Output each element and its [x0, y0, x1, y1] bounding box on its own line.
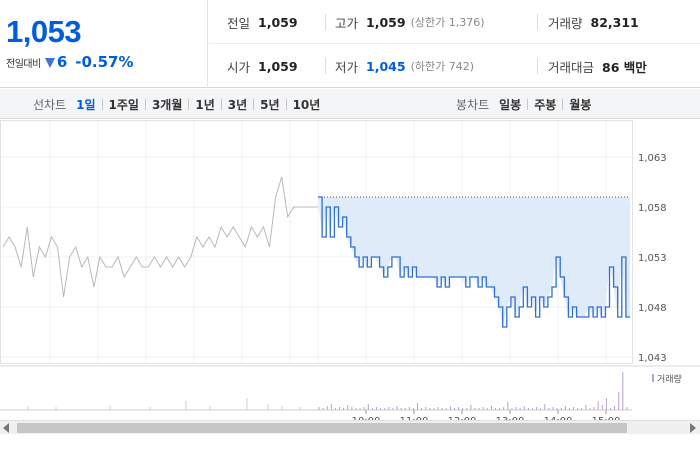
volume-legend-label: 거래량 — [657, 373, 682, 385]
divider — [537, 14, 538, 30]
candle-chart-periods: 봉차트 일봉 주봉 월봉 — [456, 89, 591, 119]
stat-sub: (하한가 742) — [410, 60, 474, 73]
stat-label: 전일 — [227, 15, 251, 31]
period-3m[interactable]: 3개월 — [151, 97, 183, 112]
change-value: 6 — [56, 53, 68, 71]
volume-legend-swatch — [652, 374, 654, 382]
stat-volume: 거래량 82,311 — [548, 0, 639, 44]
stat-value: 1,059 — [366, 14, 406, 30]
series-today-fill — [318, 197, 630, 327]
stat-sub: (상한가 1,376) — [410, 16, 485, 29]
series-today — [318, 196, 630, 328]
down-triangle-icon — [44, 57, 55, 68]
x-tick-label: 10:00 — [352, 416, 381, 420]
divider — [220, 98, 222, 110]
y-tick-label: 1,058 — [638, 203, 667, 214]
intraday-chart[interactable]: 1,063 1,058 1,053 1,048 1,043 거래량 10:00 11:00 12… — [0, 120, 700, 450]
stat-amount: 거래대금 86 백만 — [548, 44, 647, 88]
stat-low: 저가 1,045 (하한가 742) — [335, 44, 474, 88]
divider — [253, 98, 255, 110]
stat-open: 시가 1,059 — [227, 44, 298, 88]
period-10y[interactable]: 10년 — [292, 97, 321, 112]
stat-label: 시가 — [227, 59, 251, 75]
change-label: 전일대비 — [6, 58, 41, 70]
divider — [325, 14, 326, 30]
y-tick-label: 1,053 — [638, 253, 667, 264]
divider — [562, 98, 564, 110]
divider — [537, 58, 538, 74]
change-row: 전일대비 6 -0.57% — [6, 53, 134, 71]
scroll-left-icon[interactable] — [3, 423, 9, 433]
stat-label: 저가 — [335, 59, 359, 75]
x-tick-label: 13:00 — [496, 416, 525, 420]
period-1y[interactable]: 1년 — [195, 97, 215, 112]
period-monthly[interactable]: 월봉 — [569, 97, 592, 112]
stats-row-1: 전일 1,059 고가 1,059 (상한가 1,376) 거래량 82,311 — [209, 0, 700, 44]
divider — [325, 58, 326, 74]
stat-value: 1,059 — [258, 14, 298, 30]
stats-grid: 전일 1,059 고가 1,059 (상한가 1,376) 거래량 82,311… — [209, 0, 700, 88]
divider — [285, 98, 287, 110]
stat-value: 86 백만 — [602, 59, 647, 75]
price-panel: 1,053 전일대비 6 -0.57% — [0, 0, 208, 88]
chart-scrollbar[interactable] — [0, 420, 700, 434]
divider — [188, 98, 190, 110]
x-tick-label: 12:00 — [448, 416, 477, 420]
change-rate: -0.57% — [75, 53, 134, 71]
quote-summary: 1,053 전일대비 6 -0.57% 전일 1,059 고가 1,059 (상… — [0, 0, 700, 88]
period-weekly[interactable]: 주봉 — [534, 97, 557, 112]
scroll-thumb[interactable] — [17, 423, 627, 433]
x-tick-label: 11:00 — [400, 416, 429, 420]
y-tick-label: 1,063 — [638, 153, 667, 164]
stats-row-2: 시가 1,059 저가 1,045 (하한가 742) 거래대금 86 백만 — [209, 44, 700, 88]
stat-prev-close: 전일 1,059 — [227, 0, 298, 44]
period-1w[interactable]: 1주일 — [108, 97, 139, 112]
candle-chart-title: 봉차트 — [456, 97, 490, 112]
period-3y[interactable]: 3년 — [227, 97, 248, 112]
y-tick-label: 1,048 — [638, 303, 667, 314]
period-1d[interactable]: 1일 — [76, 97, 96, 112]
x-tick-label: 14:00 — [544, 416, 573, 420]
y-tick-label: 1,043 — [638, 353, 667, 364]
line-chart-periods: 선차트 1일 1주일 3개월 1년 3년 5년 10년 — [33, 89, 320, 119]
divider — [101, 98, 103, 110]
x-tick-label: 15:00 — [592, 416, 621, 420]
divider — [144, 98, 146, 110]
stat-label: 거래량 — [548, 15, 583, 31]
stat-value: 82,311 — [590, 14, 639, 30]
stat-high: 고가 1,059 (상한가 1,376) — [335, 0, 485, 44]
stat-value: 1,059 — [258, 58, 298, 74]
stat-label: 고가 — [335, 15, 359, 31]
chart-canvas[interactable]: 1,063 1,058 1,053 1,048 1,043 거래량 10:00 11:00 12… — [0, 120, 700, 420]
line-chart-title: 선차트 — [33, 97, 67, 112]
stat-value: 1,045 — [366, 58, 406, 74]
period-5y[interactable]: 5년 — [260, 97, 280, 112]
divider — [527, 98, 529, 110]
scroll-right-icon[interactable] — [690, 423, 696, 433]
chart-period-toolbar: 선차트 1일 1주일 3개월 1년 3년 5년 10년 봉차트 일봉 주봉 월봉 — [0, 89, 700, 119]
current-price: 1,053 — [6, 14, 82, 49]
stat-label: 거래대금 — [548, 59, 595, 75]
series-prev-day — [2, 176, 318, 298]
period-daily[interactable]: 일봉 — [499, 97, 522, 112]
